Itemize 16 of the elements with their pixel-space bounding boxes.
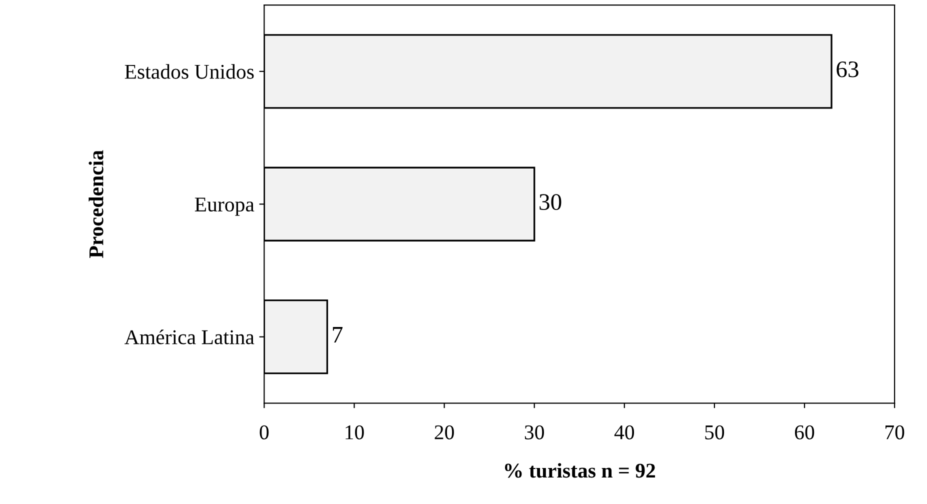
x-tick-label: 50 bbox=[705, 425, 724, 440]
x-tick-label: 10 bbox=[346, 425, 364, 440]
x-tick-label: 70 bbox=[886, 425, 904, 440]
x-axis-title: % turistas n = 92 bbox=[504, 463, 656, 478]
x-tick-label: 20 bbox=[434, 425, 454, 440]
x-tick-label: 30 bbox=[524, 425, 544, 440]
y-tick-label: Europa bbox=[194, 198, 254, 216]
data-label: 63 bbox=[836, 61, 858, 78]
data-label: 30 bbox=[540, 194, 562, 210]
y-tick-label: Estados Unidos bbox=[124, 64, 254, 79]
x-tick-label: 40 bbox=[614, 425, 634, 440]
y-tick-label: América Latina bbox=[124, 330, 254, 344]
x-tick-label: 60 bbox=[794, 425, 814, 440]
y-axis-title: Procedencia bbox=[88, 150, 104, 258]
data-label: 7 bbox=[332, 327, 343, 343]
x-tick-label: 0 bbox=[260, 425, 269, 440]
